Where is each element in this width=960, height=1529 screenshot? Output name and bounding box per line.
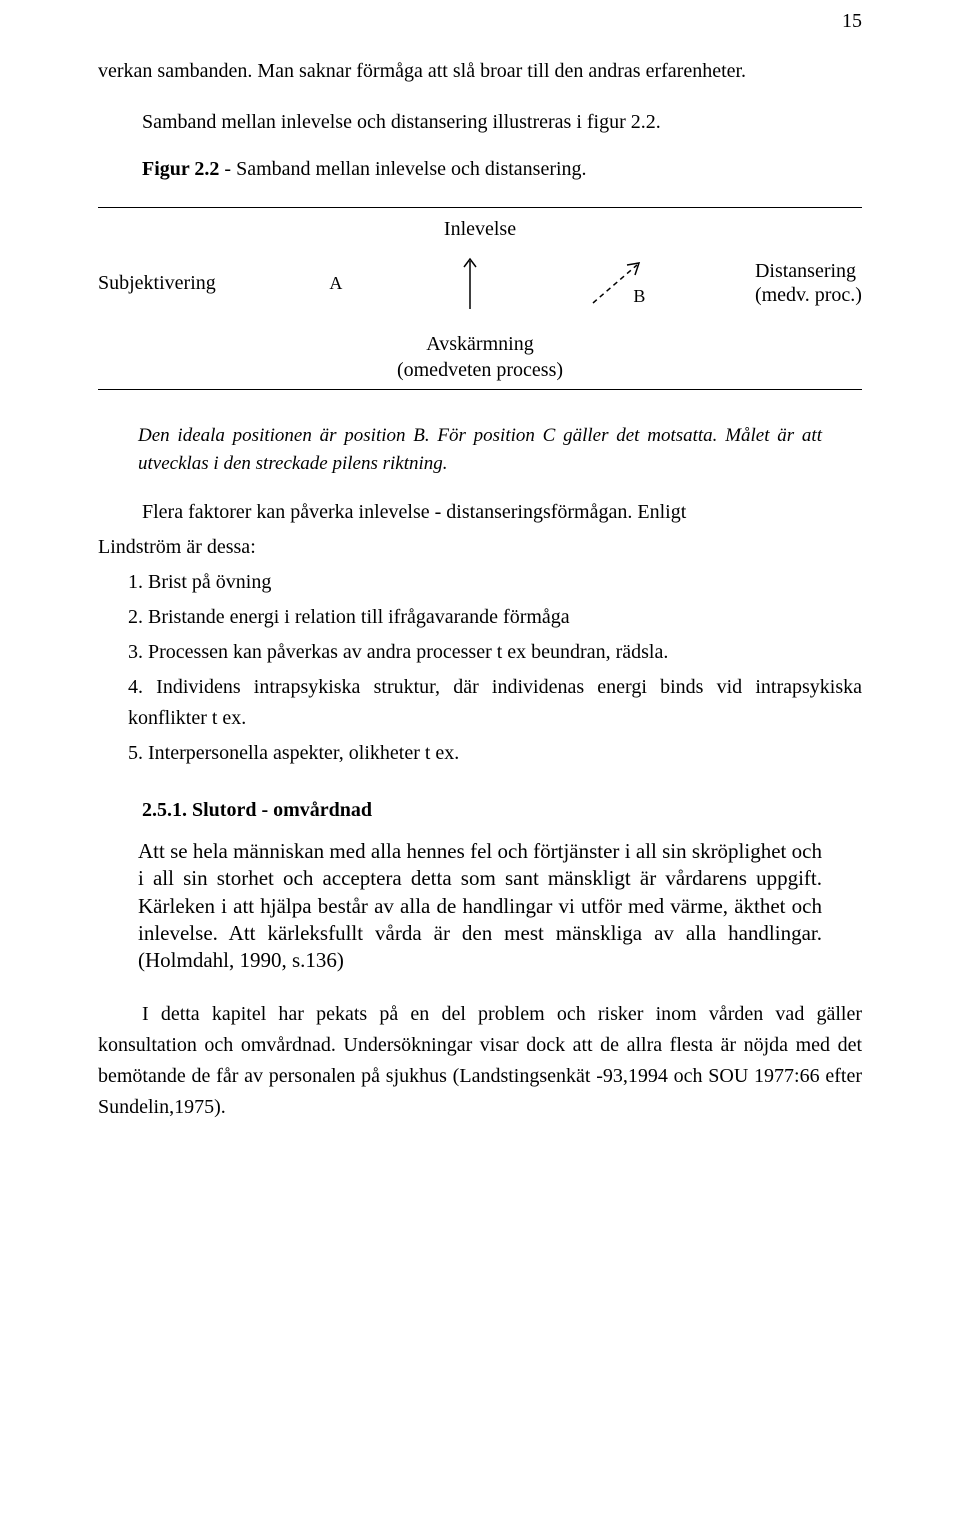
figure-right-label-line1: Distansering (755, 260, 856, 282)
figure-row: Subjektivering A B Distanse (98, 249, 862, 323)
figure-letter-b: B (633, 286, 645, 307)
up-arrow-icon (456, 255, 484, 311)
list-intro-line1: Flera faktorer kan påverka inlevelse - d… (98, 497, 862, 528)
figure-label-bold: Figur 2.2 (142, 158, 219, 180)
factors-list: Flera faktorer kan påverka inlevelse - d… (98, 497, 862, 769)
closing-paragraph: I detta kapitel har pekats på en del pro… (98, 999, 862, 1123)
page: 15 verkan sambanden. Man saknar förmåga … (0, 0, 960, 1529)
list-item-2: 2. Bristande energi i relation till ifrå… (98, 602, 862, 633)
intro-paragraph-1: verkan sambanden. Man saknar förmåga att… (98, 56, 862, 87)
list-item-3: 3. Processen kan påverkas av andra proce… (98, 637, 862, 668)
figure-left-label: Subjektivering (98, 272, 216, 295)
intro-paragraph-2: Samband mellan inlevelse och distanserin… (98, 107, 862, 138)
dashed-arrow-icon: B (587, 255, 651, 311)
blockquote: Att se hela människan med alla hennes fe… (138, 838, 822, 974)
list-item-5: 5. Interpersonella aspekter, olikheter t… (98, 738, 862, 769)
figure-ideal-caption: Den ideala positionen är position B. För… (138, 422, 822, 477)
figure-top-label: Inlevelse (98, 218, 862, 241)
figure-block: Inlevelse Subjektivering A B (98, 207, 862, 390)
figure-diagram: Inlevelse Subjektivering A B (98, 208, 862, 389)
figure-caption: Figur 2.2 - Samband mellan inlevelse och… (98, 158, 862, 181)
figure-label-rest: - Samband mellan inlevelse och distanser… (219, 158, 586, 180)
figure-letter-a: A (329, 273, 342, 294)
figure-right-label-line2: (medv. proc.) (755, 284, 862, 306)
figure-bottom-label: Avskärmning (omedveten process) (98, 331, 862, 383)
section-heading: 2.5.1. Slutord - omvårdnad (142, 799, 862, 822)
figure-right-label: Distansering (medv. proc.) (755, 259, 862, 307)
list-item-1: 1. Brist på övning (98, 567, 862, 598)
page-number: 15 (842, 10, 862, 33)
figure-bottom-label-line2: (omedveten process) (397, 359, 563, 381)
list-intro-line2: Lindström är dessa: (98, 532, 862, 563)
figure-bottom-label-line1: Avskärmning (426, 333, 533, 355)
figure-bottom-rule (98, 389, 862, 390)
list-item-4: 4. Individens intrapsykiska struktur, dä… (98, 672, 862, 734)
